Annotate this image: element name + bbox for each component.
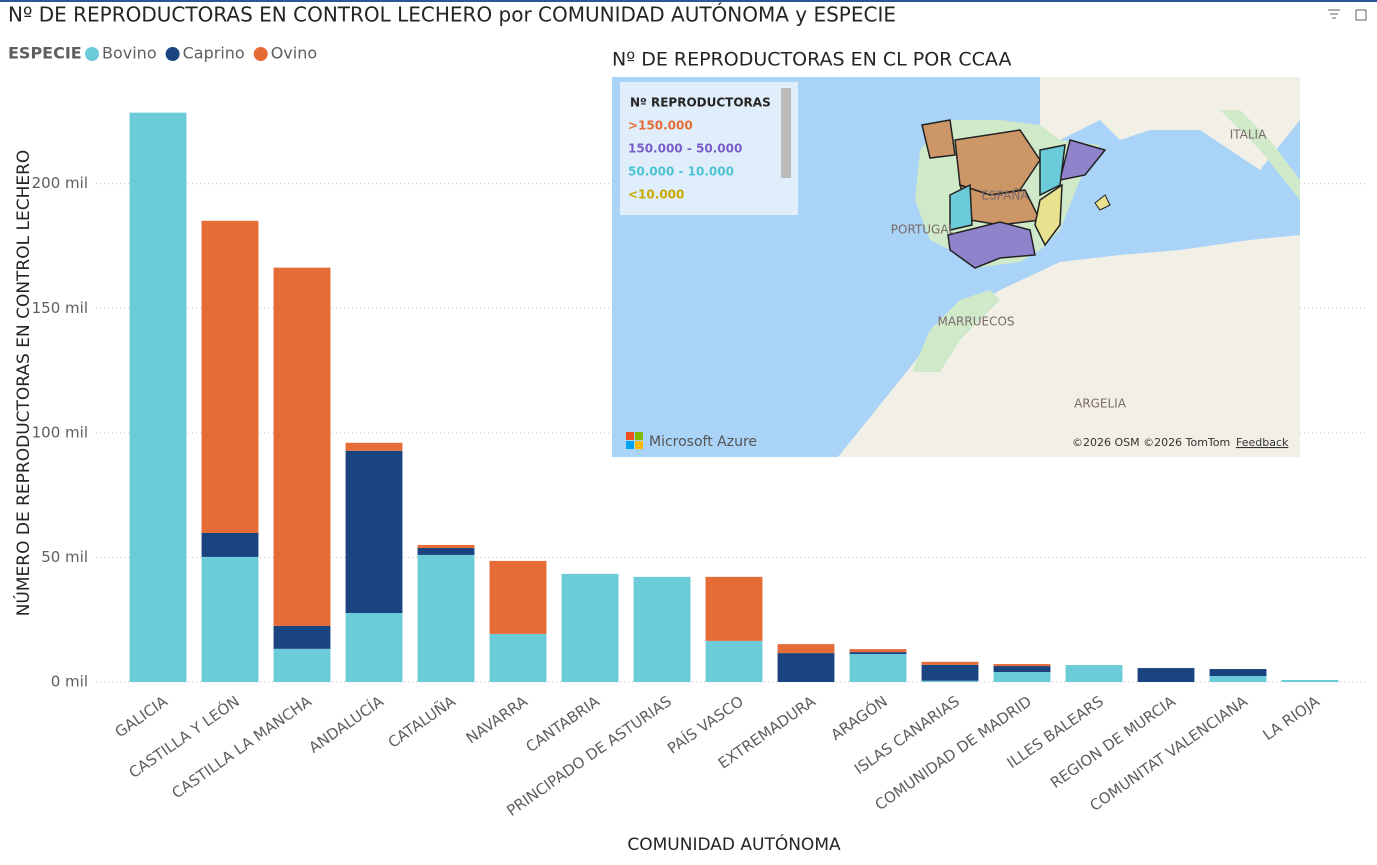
focus-icon[interactable] bbox=[1355, 9, 1367, 21]
bar-segment bbox=[201, 532, 259, 557]
bar-segment bbox=[345, 442, 403, 451]
bar-segment bbox=[345, 612, 403, 682]
map-legend-item: 50.000 - 10.000 bbox=[628, 165, 734, 179]
land bbox=[912, 290, 1000, 372]
bar-segment bbox=[777, 644, 835, 654]
map-feedback[interactable]: Feedback bbox=[1236, 436, 1289, 449]
bar-segment bbox=[921, 680, 979, 682]
place-label: PORTUGAL bbox=[891, 223, 956, 237]
region bbox=[947, 221, 1036, 269]
y-tick-label: 50 mil bbox=[41, 548, 88, 566]
map-visual: Nº DE REPRODUCTORAS EN CL POR CCAA Nº RE… bbox=[612, 49, 1300, 457]
logo bbox=[626, 441, 634, 449]
logo bbox=[626, 432, 634, 440]
region bbox=[1058, 139, 1107, 181]
bar-segment bbox=[345, 450, 403, 613]
map-legend-item: 150.000 - 50.000 bbox=[628, 142, 742, 156]
y-tick-label: 150 mil bbox=[32, 299, 88, 317]
bar-segment bbox=[1209, 669, 1267, 677]
legend-marker bbox=[253, 47, 268, 61]
x-tick-label: NAVARRA bbox=[463, 692, 532, 748]
x-tick-label: REGION DE MURCIA bbox=[1047, 692, 1179, 792]
bar-segment bbox=[1209, 676, 1267, 682]
y-tick-label: 200 mil bbox=[32, 174, 88, 192]
bar-segment bbox=[993, 666, 1051, 673]
map-legend-item: >150.000 bbox=[628, 119, 693, 133]
bar-segment bbox=[993, 664, 1051, 667]
legend-label: Ovino bbox=[271, 44, 317, 63]
y-axis-title: NÚMERO DE REPRODUCTORAS EN CONTROL LECHE… bbox=[12, 150, 34, 617]
place-label: ARGELIA bbox=[1074, 397, 1127, 411]
bar-segment bbox=[273, 267, 331, 626]
region bbox=[1039, 144, 1066, 197]
x-tick-label: ARAGÓN bbox=[827, 691, 891, 744]
balearics bbox=[1094, 194, 1111, 211]
logo bbox=[635, 441, 643, 449]
africa bbox=[838, 235, 1300, 457]
bar-segment bbox=[1281, 680, 1339, 682]
bar-segment bbox=[561, 573, 619, 682]
map-title: Nº DE REPRODUCTORAS EN CL POR CCAA bbox=[612, 49, 1011, 71]
bar-segment bbox=[993, 672, 1051, 682]
map-legend-item: <10.000 bbox=[628, 188, 684, 202]
bar-segment bbox=[417, 547, 475, 555]
x-axis-title: COMUNIDAD AUTÓNOMA bbox=[627, 833, 841, 855]
legend-marker bbox=[85, 47, 99, 61]
bar-segment bbox=[921, 661, 979, 665]
map-legend-title: Nº REPRODUCTORAS bbox=[630, 96, 771, 110]
legend-title: ESPECIE bbox=[8, 44, 82, 63]
logo bbox=[635, 432, 643, 440]
bar-segment bbox=[417, 554, 475, 682]
bar-segment bbox=[777, 653, 835, 682]
bar-segment bbox=[1065, 665, 1123, 682]
europe bbox=[1040, 77, 1300, 170]
x-tick-label: ANDALUCÍA bbox=[305, 691, 388, 757]
map-attribution: ©2026 OSM ©2026 TomTom bbox=[1072, 436, 1230, 449]
bar-segment bbox=[849, 649, 907, 653]
bar-segment bbox=[417, 544, 475, 548]
bar-segment bbox=[705, 576, 763, 641]
x-tick-label: CATALUÑA bbox=[384, 691, 459, 752]
legend-label: Caprino bbox=[183, 44, 245, 63]
bar-segment bbox=[201, 556, 259, 682]
bar-segment bbox=[129, 112, 187, 682]
region bbox=[921, 119, 956, 159]
legend-marker bbox=[165, 47, 180, 61]
place-label: MARRUECOS bbox=[937, 315, 1014, 329]
bar-segment bbox=[201, 220, 259, 533]
region bbox=[949, 183, 973, 231]
x-tick-label: LA RIOJA bbox=[1259, 692, 1323, 744]
y-tick-label: 100 mil bbox=[32, 423, 88, 441]
legend-label: Bovino bbox=[102, 44, 157, 63]
x-tick-label: CASTILLA LA MANCHA bbox=[168, 692, 315, 802]
bar-segment bbox=[489, 633, 547, 682]
region bbox=[1034, 183, 1063, 247]
bar-segment bbox=[633, 576, 691, 682]
chart-title: Nº DE REPRODUCTORAS EN CONTROL LECHERO p… bbox=[8, 3, 896, 27]
bar-segment bbox=[849, 652, 907, 655]
bar-segment bbox=[1137, 668, 1195, 682]
bar-segment bbox=[489, 560, 547, 634]
bar-segment bbox=[705, 640, 763, 682]
x-tick-label: GALICIA bbox=[112, 692, 172, 741]
place-label: ESPAÑA bbox=[981, 188, 1029, 203]
y-tick-label: 0 mil bbox=[51, 673, 88, 691]
place-label: ITALIA bbox=[1230, 128, 1267, 142]
map-legend bbox=[620, 82, 798, 215]
bar-segment bbox=[921, 664, 979, 681]
header-icons[interactable] bbox=[1328, 9, 1367, 21]
filter-icon[interactable] bbox=[1328, 9, 1340, 19]
legend-scrollbar[interactable] bbox=[781, 88, 791, 178]
bar-segment bbox=[273, 625, 331, 649]
map-brand: Microsoft Azure bbox=[649, 434, 757, 450]
bar-segment bbox=[273, 648, 331, 682]
bar-segment bbox=[849, 654, 907, 682]
